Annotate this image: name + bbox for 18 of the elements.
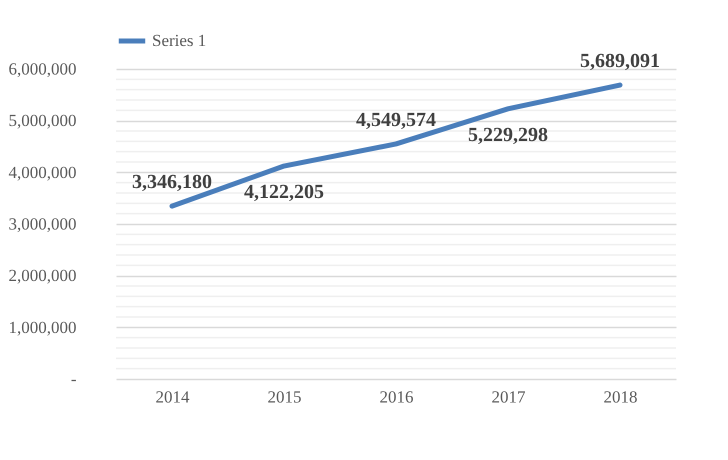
y-tick-label: - (70, 370, 77, 388)
y-tick-label: 4,000,000 (8, 162, 76, 182)
data-label: 3,346,180 (132, 171, 212, 194)
x-tick-label: 2016 (380, 388, 414, 406)
y-tick-label: 6,000,000 (8, 60, 76, 78)
legend-label: Series 1 (152, 31, 206, 50)
data-label: 5,689,091 (580, 50, 660, 72)
y-tick-label: 2,000,000 (8, 266, 76, 286)
data-label: 4,122,205 (244, 181, 324, 204)
x-tick-label: 2014 (156, 388, 190, 406)
x-tick-label: 2017 (492, 388, 526, 406)
y-tick-label: 1,000,000 (8, 318, 76, 337)
y-tick-label: 3,000,000 (8, 214, 76, 234)
data-label: 5,229,298 (468, 124, 548, 146)
x-tick-label: 2015 (268, 388, 302, 406)
data-label: 4,549,574 (356, 108, 436, 131)
x-tick-label: 2018 (604, 388, 638, 406)
y-tick-label: 5,000,000 (8, 111, 76, 130)
